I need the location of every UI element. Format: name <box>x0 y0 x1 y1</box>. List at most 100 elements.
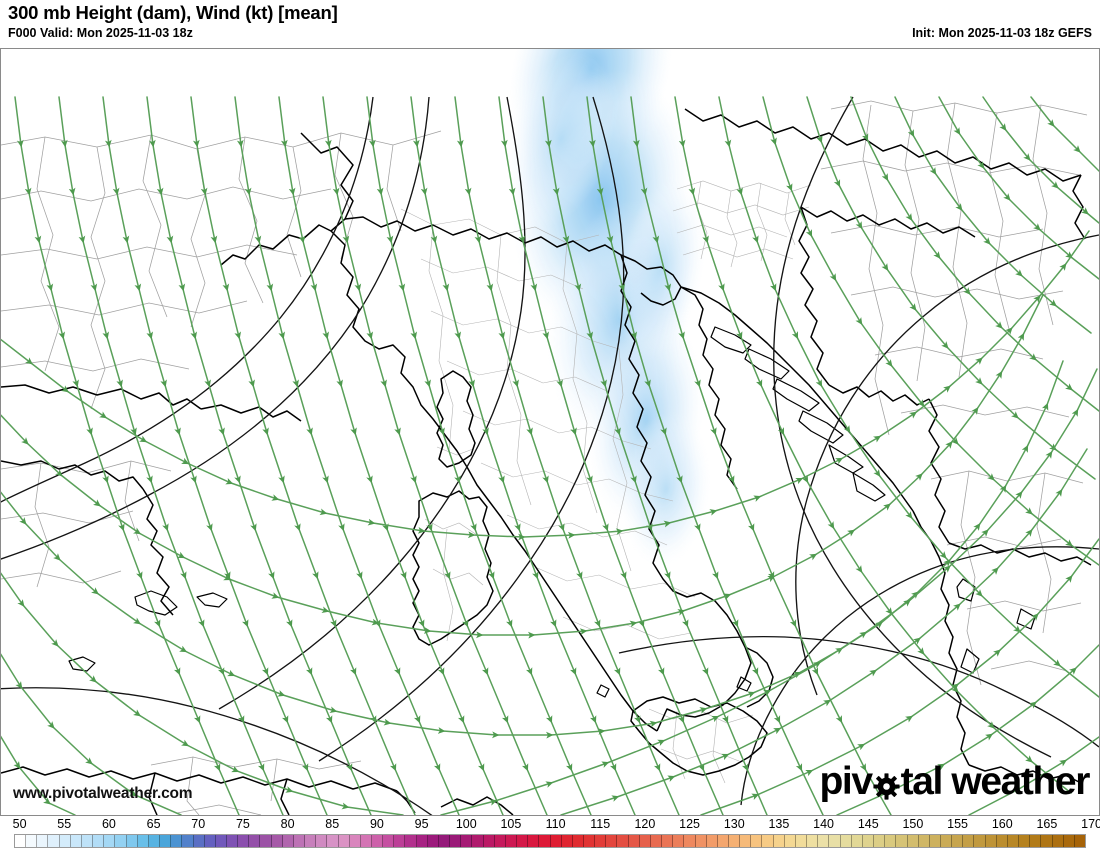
page-title: 300 mb Height (dam), Wind (kt) [mean] <box>8 2 338 23</box>
colorbar-cell <box>293 835 306 847</box>
colorbar-cell <box>215 835 227 847</box>
colorbar-cell <box>260 835 272 847</box>
colorbar-cell <box>383 835 395 847</box>
colorbar-tick: 75 <box>235 817 250 831</box>
colorbar-cell <box>662 835 674 847</box>
colorbar-strip[interactable] <box>14 834 1086 848</box>
colorbar-cell <box>282 835 294 847</box>
colorbar-cell <box>595 835 607 847</box>
colorbar-cell <box>81 835 94 847</box>
colorbar-cell <box>1030 835 1042 847</box>
colorbar-cell <box>639 835 651 847</box>
colorbar-tick: 145 <box>857 817 879 831</box>
colorbar-cell <box>862 835 875 847</box>
colorbar-cell <box>517 835 529 847</box>
colorbar-cell <box>450 835 462 847</box>
colorbar-tick: 55 <box>57 817 72 831</box>
colorbar-tick: 85 <box>325 817 340 831</box>
colorbar-tick: 125 <box>679 817 701 831</box>
colorbar-tick: 165 <box>1036 817 1058 831</box>
colorbar-cell <box>1052 835 1064 847</box>
colorbar-cell <box>952 835 964 847</box>
colorbar-cell <box>1041 835 1053 847</box>
colorbar-cell <box>238 835 250 847</box>
colorbar-tick: 150 <box>902 817 924 831</box>
colorbar-cell <box>249 835 261 847</box>
colorbar-cell <box>940 835 953 847</box>
colorbar-cell <box>695 835 707 847</box>
colorbar-cell <box>885 835 897 847</box>
colorbar-cell <box>606 835 618 847</box>
streamline-layer <box>1 96 1099 815</box>
colorbar-cell <box>70 835 82 847</box>
colorbar-cell <box>550 835 562 847</box>
colorbar-tick: 100 <box>455 817 477 831</box>
colorbar-tick: 60 <box>101 817 116 831</box>
colorbar-cell <box>1063 835 1075 847</box>
colorbar-cell <box>461 835 473 847</box>
colorbar-cell <box>539 835 551 847</box>
colorbar-cell <box>773 835 785 847</box>
map-canvas[interactable]: .sl{fill:none;stroke:#5aa05a;stroke-widt… <box>0 48 1100 816</box>
colorbar-cell <box>985 835 997 847</box>
colorbar-tick: 115 <box>590 817 611 831</box>
colorbar-cell <box>137 835 149 847</box>
colorbar-cell <box>126 835 138 847</box>
colorbar-tick: 110 <box>545 817 566 831</box>
colorbar-cell <box>305 835 317 847</box>
colorbar-tick-labels: 50 55 60 65 70 75 80 85 90 95 100 105 110 115 120 125 13… <box>0 816 1100 833</box>
colorbar-cell <box>784 835 796 847</box>
colorbar-tick: 130 <box>723 817 745 831</box>
colorbar-cell <box>93 835 105 847</box>
colorbar-cell <box>48 835 60 847</box>
site-url-watermark: www.pivotalweather.com <box>13 785 193 802</box>
colorbar-cell <box>717 835 729 847</box>
colorbar-cell <box>929 835 941 847</box>
colorbar-cell <box>907 835 919 847</box>
colorbar-cell <box>583 835 596 847</box>
colorbar-cell <box>472 835 484 847</box>
colorbar-tick: 155 <box>947 817 969 831</box>
colorbar-cell <box>673 835 685 847</box>
colorbar-tick: 50 <box>12 817 27 831</box>
colorbar-cell <box>59 835 71 847</box>
colorbar-tick: 120 <box>634 817 656 831</box>
colorbar-cell <box>829 835 841 847</box>
colorbar-cell <box>706 835 718 847</box>
colorbar[interactable]: 50 55 60 65 70 75 80 85 90 95 100 105 110 115 120 125 13… <box>0 816 1100 850</box>
colorbar-tick: 135 <box>768 817 790 831</box>
colorbar-cell <box>505 835 518 847</box>
colorbar-cell <box>684 835 696 847</box>
colorbar-cell <box>171 835 183 847</box>
colorbar-cell <box>360 835 372 847</box>
valid-time-label: F000 Valid: Mon 2025-11-03 18z <box>8 26 193 40</box>
colorbar-cell <box>628 835 640 847</box>
colorbar-cell <box>204 835 216 847</box>
gear-icon <box>873 768 900 800</box>
colorbar-cell <box>405 835 417 847</box>
colorbar-cell <box>104 835 116 847</box>
colorbar-cell <box>26 835 38 847</box>
colorbar-cell <box>918 835 930 847</box>
colorbar-cell <box>896 835 908 847</box>
colorbar-cell <box>807 835 819 847</box>
colorbar-tick: 65 <box>146 817 161 831</box>
colorbar-cell <box>338 835 350 847</box>
colorbar-cell <box>37 835 49 847</box>
brand-text-pre: piv <box>819 760 874 803</box>
colorbar-cell <box>840 835 852 847</box>
colorbar-cell <box>963 835 975 847</box>
colorbar-cell <box>148 835 161 847</box>
colorbar-cell <box>751 835 763 847</box>
colorbar-cell <box>226 835 239 847</box>
init-time-label: Init: Mon 2025-11-03 18z GEFS <box>912 26 1092 40</box>
colorbar-tick: 90 <box>369 817 384 831</box>
colorbar-cell <box>1007 835 1020 847</box>
colorbar-cell <box>762 835 774 847</box>
colorbar-cell <box>572 835 584 847</box>
brand-watermark: piv <box>819 760 1091 803</box>
colorbar-cell <box>996 835 1008 847</box>
colorbar-cell <box>729 835 741 847</box>
colorbar-cell <box>974 835 986 847</box>
